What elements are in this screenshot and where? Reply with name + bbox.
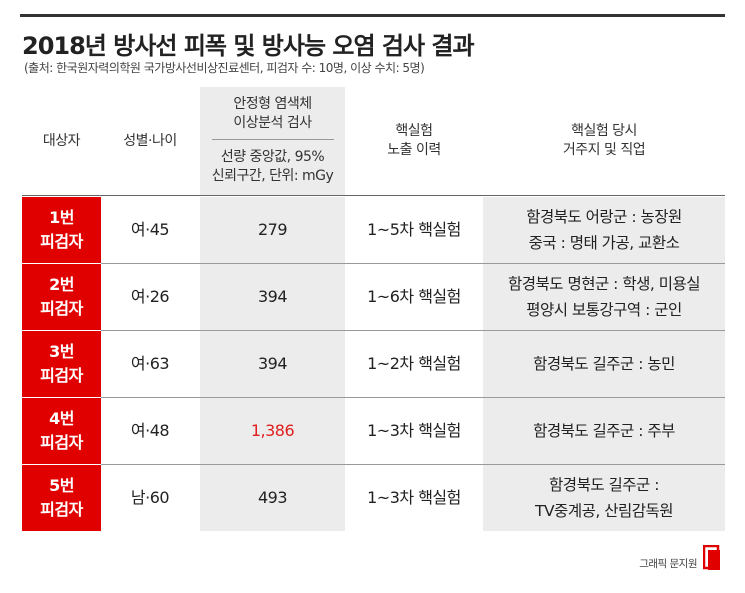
page-title: 2018년 방사선 피폭 및 방사능 오염 검사 결과 [22,32,475,60]
subject-label: 피검자 [40,500,83,519]
dose-cell: 394 [200,264,345,330]
residence-line1: 함경북도 어랑군 : 농장원 [526,208,682,226]
header-history: 핵실험 노출 이력 [346,87,482,195]
sex-age-cell: 여·26 [101,264,199,330]
header-history-line1: 핵실험 [395,123,433,139]
header-analysis-sub: 선량 중앙값, 95% 신뢰구간, 단위: mGy [200,142,345,192]
analysis-header-shade [200,87,345,195]
sex-age-cell: 여·45 [101,197,199,263]
residence-line1: 함경북도 길주군 : [549,476,659,494]
residence-cell: 함경북도 길주군 : 주부 [483,398,725,464]
dose-cell: 493 [200,465,345,531]
source-note: (출처: 한국원자력의학원 국가방사선비상진료센터, 피검자 수: 10명, 이… [24,61,425,75]
subject-badge: 4번 피검자 [22,398,101,464]
dose-cell-highlight: 1,386 [200,398,345,464]
residence-line1: 함경북도 길주군 : 농민 [533,355,675,373]
residence-cell: 함경북도 어랑군 : 농장원 중국 : 명태 가공, 교환소 [483,197,725,263]
sex-age-value: 여·63 [130,354,170,373]
dose-value: 493 [257,488,288,507]
header-analysis-divider [212,139,334,140]
top-rule [20,14,725,17]
header-analysis: 안정형 염색체 이상분석 검사 [200,90,345,138]
history-value: 1~2차 핵실험 [367,354,461,373]
sex-age-value: 여·48 [130,421,170,440]
subject-label: 피검자 [40,232,83,251]
header-sex-age-label: 성별·나이 [123,132,177,149]
publisher-logo-icon [703,545,720,570]
header-residence: 핵실험 당시 거주지 및 직업 [483,87,725,195]
table-row: 2번 피검자 여·26 394 1~6차 핵실험 함경북도 명현군 : 학생, … [22,264,725,331]
sex-age-value: 남·60 [130,488,170,507]
sex-age-value: 여·45 [130,220,170,239]
subject-badge: 2번 피검자 [22,264,101,330]
header-history-line2: 노출 이력 [387,142,441,158]
subject-number: 2번 [49,275,74,294]
subject-label: 피검자 [40,433,83,452]
dose-value: 1,386 [250,421,295,440]
subject-number: 5번 [49,476,74,495]
sex-age-cell: 여·48 [101,398,199,464]
subject-badge: 5번 피검자 [22,465,101,531]
residence-line1: 함경북도 명현군 : 학생, 미용실 [508,275,700,293]
residence-cell: 함경북도 길주군 : TV중계공, 산림감독원 [483,465,725,531]
history-cell: 1~3차 핵실험 [346,398,482,464]
table-row: 3번 피검자 여·63 394 1~2차 핵실험 함경북도 길주군 : 농민 [22,331,725,398]
header-analysis-sub-line1: 선량 중앙값, 95% [220,149,325,165]
table-row: 5번 피검자 남·60 493 1~3차 핵실험 함경북도 길주군 : TV중계… [22,465,725,532]
graphic-credit: 그래픽 문지원 [639,558,697,570]
residence-line2: 평양시 보통강구역 : 군인 [526,301,682,319]
sex-age-cell: 여·63 [101,331,199,397]
header-subject: 대상자 [22,87,101,195]
history-value: 1~6차 핵실험 [367,287,461,306]
residence-line2: TV중계공, 산림감독원 [534,502,674,520]
residence-line1: 함경북도 길주군 : 주부 [533,422,675,440]
history-value: 1~5차 핵실험 [367,220,461,239]
subject-number: 4번 [49,409,74,428]
header-subject-label: 대상자 [42,132,81,149]
residence-line2: 중국 : 명태 가공, 교환소 [528,234,680,252]
subject-number: 1번 [49,208,74,227]
header-analysis-line2: 이상분석 검사 [233,115,312,131]
header-bottom-rule [22,195,725,196]
header-sex-age: 성별·나이 [101,87,199,195]
header-residence-line2: 거주지 및 직업 [562,142,646,158]
residence-cell: 함경북도 길주군 : 농민 [483,331,725,397]
history-cell: 1~6차 핵실험 [346,264,482,330]
table-row: 1번 피검자 여·45 279 1~5차 핵실험 함경북도 어랑군 : 농장원 … [22,197,725,264]
header-analysis-sub-line2: 신뢰구간, 단위: mGy [211,168,334,184]
dose-cell: 279 [200,197,345,263]
sex-age-value: 여·26 [130,287,170,306]
sex-age-cell: 남·60 [101,465,199,531]
history-cell: 1~2차 핵실험 [346,331,482,397]
subject-label: 피검자 [40,299,83,318]
dose-cell: 394 [200,331,345,397]
dose-value: 394 [257,287,288,306]
subject-label: 피검자 [40,366,83,385]
history-cell: 1~3차 핵실험 [346,465,482,531]
residence-cell: 함경북도 명현군 : 학생, 미용실 평양시 보통강구역 : 군인 [483,264,725,330]
dose-value: 394 [257,354,288,373]
header-residence-line1: 핵실험 당시 [571,123,637,139]
table-row: 4번 피검자 여·48 1,386 1~3차 핵실험 함경북도 길주군 : 주부 [22,398,725,465]
history-cell: 1~5차 핵실험 [346,197,482,263]
header-analysis-line1: 안정형 염색체 [233,96,312,112]
subject-badge: 3번 피검자 [22,331,101,397]
dose-value: 279 [257,220,288,239]
subject-number: 3번 [49,342,74,361]
history-value: 1~3차 핵실험 [367,421,461,440]
history-value: 1~3차 핵실험 [367,488,461,507]
subject-badge: 1번 피검자 [22,197,101,263]
